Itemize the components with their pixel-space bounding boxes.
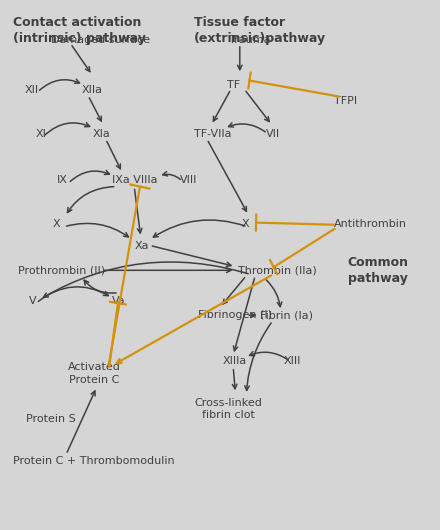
FancyArrowPatch shape bbox=[84, 280, 116, 293]
Text: XIIa: XIIa bbox=[81, 85, 103, 95]
FancyArrowPatch shape bbox=[89, 98, 101, 121]
Text: Tissue factor
(extrinsic)pathway: Tissue factor (extrinsic)pathway bbox=[194, 16, 326, 45]
FancyArrowPatch shape bbox=[117, 276, 271, 363]
Text: Va: Va bbox=[112, 296, 126, 306]
Text: Damaged surface: Damaged surface bbox=[51, 35, 150, 45]
Text: Antithrombin: Antithrombin bbox=[334, 219, 407, 228]
Text: X: X bbox=[53, 219, 60, 228]
FancyArrowPatch shape bbox=[152, 246, 231, 267]
FancyArrowPatch shape bbox=[38, 287, 108, 302]
Text: IXa VIIIa: IXa VIIIa bbox=[112, 175, 158, 185]
Text: Prothrombin (II): Prothrombin (II) bbox=[18, 266, 105, 275]
Text: Trauma: Trauma bbox=[229, 35, 270, 45]
Text: VIII: VIII bbox=[180, 175, 198, 185]
Text: XI: XI bbox=[35, 129, 46, 138]
Text: Xa: Xa bbox=[134, 242, 149, 251]
FancyArrowPatch shape bbox=[154, 220, 245, 237]
Text: TFPI: TFPI bbox=[334, 96, 358, 105]
FancyArrowPatch shape bbox=[67, 187, 114, 213]
FancyArrowPatch shape bbox=[104, 268, 231, 272]
Text: XIIIa: XIIIa bbox=[222, 357, 246, 366]
FancyArrowPatch shape bbox=[266, 280, 282, 307]
Text: TF: TF bbox=[227, 80, 240, 90]
Text: V: V bbox=[29, 296, 36, 306]
Text: XIa: XIa bbox=[92, 129, 110, 138]
Text: Cross-linked
fibrin clot: Cross-linked fibrin clot bbox=[195, 398, 263, 420]
Text: X: X bbox=[242, 219, 249, 228]
Text: Common
pathway: Common pathway bbox=[348, 256, 409, 285]
FancyArrowPatch shape bbox=[238, 47, 242, 70]
FancyArrowPatch shape bbox=[45, 122, 90, 135]
FancyArrowPatch shape bbox=[40, 79, 80, 90]
FancyArrowPatch shape bbox=[232, 369, 237, 389]
FancyArrowPatch shape bbox=[72, 46, 90, 72]
FancyArrowPatch shape bbox=[208, 142, 246, 211]
FancyArrowPatch shape bbox=[107, 142, 121, 169]
FancyArrowPatch shape bbox=[213, 92, 230, 121]
FancyArrowPatch shape bbox=[234, 278, 254, 351]
FancyArrowPatch shape bbox=[228, 123, 265, 132]
FancyArrowPatch shape bbox=[163, 172, 180, 180]
FancyArrowPatch shape bbox=[249, 351, 288, 360]
Text: IX: IX bbox=[57, 175, 68, 185]
FancyArrowPatch shape bbox=[67, 391, 95, 452]
FancyArrowPatch shape bbox=[44, 262, 248, 297]
Text: Contact activation
(intrinsic) pathway: Contact activation (intrinsic) pathway bbox=[13, 16, 146, 45]
Text: Thrombin (IIa): Thrombin (IIa) bbox=[238, 266, 316, 275]
Text: Fibrinogen (I): Fibrinogen (I) bbox=[198, 311, 272, 320]
FancyArrowPatch shape bbox=[135, 189, 142, 233]
Text: Activated
Protein C: Activated Protein C bbox=[68, 363, 121, 385]
FancyArrowPatch shape bbox=[246, 91, 269, 121]
FancyArrowPatch shape bbox=[245, 323, 271, 391]
Text: VII: VII bbox=[266, 129, 280, 138]
FancyArrowPatch shape bbox=[249, 313, 255, 317]
Text: XIII: XIII bbox=[284, 357, 301, 366]
Text: TF-VIIa: TF-VIIa bbox=[194, 129, 231, 138]
FancyArrowPatch shape bbox=[223, 278, 245, 304]
Text: XII: XII bbox=[24, 85, 38, 95]
Text: Fibrin (Ia): Fibrin (Ia) bbox=[260, 311, 312, 320]
Text: Protein S: Protein S bbox=[26, 414, 76, 423]
FancyArrowPatch shape bbox=[70, 170, 110, 181]
Text: Protein C + Thrombomodulin: Protein C + Thrombomodulin bbox=[13, 456, 175, 466]
FancyArrowPatch shape bbox=[66, 224, 128, 237]
